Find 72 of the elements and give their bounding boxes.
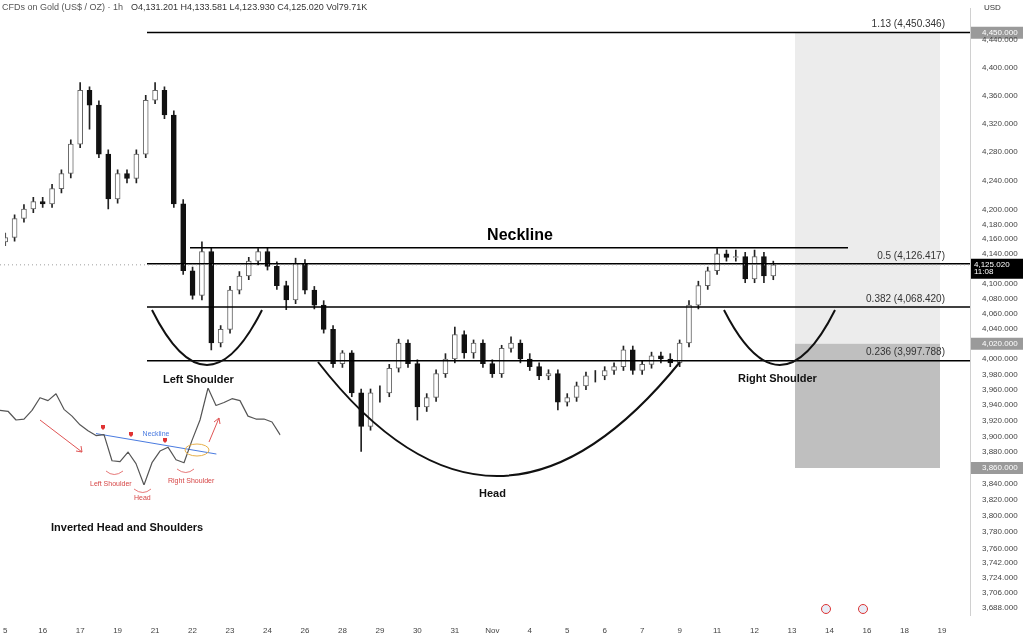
ref-line-label: 4,125.020 xyxy=(974,260,1011,270)
y-tick-label: 4,040.000 xyxy=(982,323,1019,333)
y-tick-label: 4,360.000 xyxy=(982,90,1019,100)
y-tick-label: 4,200.000 xyxy=(982,204,1019,214)
y-tick-label: 4,450.000 xyxy=(982,27,1019,37)
y-tick-label: 3,780.000 xyxy=(982,527,1019,537)
y-tick-label: 3,724.000 xyxy=(982,573,1019,582)
y-tick-label: 3,706.000 xyxy=(982,587,1019,597)
x-tick-label: 13 xyxy=(787,626,798,633)
x-tick-label: 28 xyxy=(337,626,348,633)
x-tick-label: 22 xyxy=(188,626,198,633)
x-tick-label: Nov xyxy=(485,626,500,633)
y-tick-label: 3,940.000 xyxy=(982,400,1019,410)
y-tick-label: 4,100.000 xyxy=(982,278,1019,288)
chart-subtitle: O4,131.201 H4,133.581 L4,123.930 C4,125.020 Vol79.71K xyxy=(131,2,368,13)
x-tick-label: 31 xyxy=(450,626,460,633)
y-tick-label: 3,742.000 xyxy=(982,558,1019,568)
y-tick-label: 4,060.000 xyxy=(982,308,1019,318)
x-tick-label: 29 xyxy=(375,626,385,633)
x-tick-label: 7 xyxy=(639,626,645,633)
x-tick-label: 26 xyxy=(300,626,310,633)
x-tick-label: 19 xyxy=(937,626,947,633)
annotation: Head xyxy=(479,487,506,499)
x-tick-label: 23 xyxy=(225,626,236,633)
x-tick-label: 5 xyxy=(3,626,8,633)
y-tick-label: 3,840.000 xyxy=(982,479,1019,489)
y-tick-label: 3,800.000 xyxy=(982,511,1019,521)
y-tick-label: 3,820.000 xyxy=(982,495,1019,505)
x-tick-label: 19 xyxy=(113,626,123,633)
x-tick-label: 24 xyxy=(263,626,273,633)
y-tick-label: 4,280.000 xyxy=(982,147,1019,157)
x-tick-label: 12 xyxy=(750,626,760,633)
y-tick-label: 4,180.000 xyxy=(982,219,1019,229)
y-tick-label: 4,080.000 xyxy=(982,293,1019,303)
x-tick-label: 16 xyxy=(862,626,872,633)
y-tick-label: 3,960.000 xyxy=(982,384,1019,394)
y-tick-label: 4,140.000 xyxy=(982,248,1019,258)
y-axis-title: USD xyxy=(984,3,1002,13)
y-tick-label: 3,920.000 xyxy=(982,416,1019,426)
x-tick-label: 18 xyxy=(899,626,910,633)
y-tick-label: 3,900.000 xyxy=(982,431,1019,441)
x-tick-label: 17 xyxy=(75,626,86,633)
x-tick-label: 5 xyxy=(565,626,570,633)
y-tick-label: 4,240.000 xyxy=(982,175,1019,185)
y-tick-label: 4,020.000 xyxy=(982,338,1019,348)
ref-line-label: Neckline xyxy=(487,226,554,244)
y-tick-label: 3,688.000 xyxy=(982,602,1019,612)
text: 11:08 xyxy=(974,267,994,276)
ref-line-label: 0.5 (4,126.417) xyxy=(877,249,945,261)
annotation: Left Shoulder xyxy=(163,373,234,385)
x-tick-label: 9 xyxy=(677,626,683,633)
x-tick-label: 16 xyxy=(38,626,48,633)
x-tick-label: 21 xyxy=(150,626,161,633)
ref-line-label: 0.236 (3,997.788) xyxy=(866,346,945,358)
ref-line-label: 1.13 (4,450.346) xyxy=(871,18,945,30)
y-tick-label: 4,400.000 xyxy=(982,62,1019,72)
x-tick-label: 11 xyxy=(712,626,722,633)
y-tick-label: 4,320.000 xyxy=(982,118,1019,128)
text: Inverted Head and Shoulders xyxy=(51,521,204,533)
ref-line-label: 0.382 (4,068.420) xyxy=(866,292,945,304)
y-tick-label: 4,000.000 xyxy=(982,354,1019,364)
y-tick-label: 3,860.000 xyxy=(982,463,1019,473)
x-tick-label: 4 xyxy=(527,626,533,633)
x-tick-label: 6 xyxy=(602,626,608,633)
y-tick-label: 4,160.000 xyxy=(982,234,1019,244)
y-tick-label: 3,880.000 xyxy=(982,447,1019,457)
y-tick-label: 3,980.000 xyxy=(982,369,1019,379)
x-tick-label: 30 xyxy=(412,626,423,633)
annotation: Right Shoulder xyxy=(738,372,817,384)
y-tick-label: 3,760.000 xyxy=(982,543,1019,553)
chart-title: CFDs on Gold (US$ / OZ) · 1h xyxy=(2,2,124,13)
x-tick-label: 14 xyxy=(825,626,835,633)
